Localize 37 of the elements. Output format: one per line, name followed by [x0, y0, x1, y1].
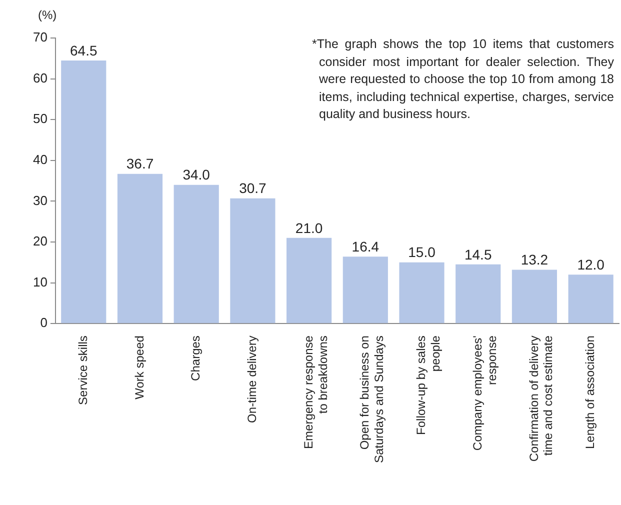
y-tick-label: 60 [32, 70, 48, 86]
data-label: 13.2 [520, 252, 548, 268]
bar [117, 174, 163, 324]
bar [399, 262, 444, 324]
data-label: 21.0 [295, 220, 323, 236]
y-tick-label: 0 [40, 315, 48, 330]
data-label: 14.5 [464, 246, 492, 262]
x-tick-label: Charges [188, 336, 203, 381]
y-tick-label: 50 [32, 111, 48, 126]
y-tick-label: 20 [32, 234, 48, 249]
data-label: 30.7 [239, 180, 267, 196]
data-label: 16.4 [352, 238, 380, 255]
y-tick-label: 40 [32, 152, 48, 167]
data-label: 36.7 [126, 156, 154, 172]
x-tick-label: Length of association [583, 336, 598, 450]
x-tick-label: Work speed [132, 336, 146, 400]
annotation: *The graph shows the top 10 items that customers consider most important for dealer selection. They were requested to choose the top 10 from among 18 items, including technical expertise, charges, service quality and business hours. [312, 36, 614, 123]
x-tick-label: Service skills [76, 336, 90, 405]
y-tick-label: 30 [32, 192, 48, 208]
data-label: 64.5 [70, 42, 98, 58]
bar [286, 238, 332, 324]
bar [568, 274, 614, 324]
data-label: 12.0 [577, 256, 605, 272]
bar [456, 264, 501, 324]
x-tick-label: On-time delivery [245, 336, 260, 423]
data-label: 34.0 [182, 166, 210, 183]
y-tick-label: 10 [32, 274, 48, 290]
y-tick-label: 70 [32, 30, 48, 45]
data-label: 15.0 [408, 244, 436, 260]
x-tick-label: Follow-up by sales people [414, 335, 442, 435]
bar [174, 184, 219, 324]
bar [61, 60, 106, 324]
bar [512, 270, 558, 324]
x-tick-label: Emergency response to breakdowns [301, 335, 330, 449]
bar [230, 198, 276, 324]
bar [342, 256, 388, 324]
y-axis-title: (%) [38, 8, 57, 22]
